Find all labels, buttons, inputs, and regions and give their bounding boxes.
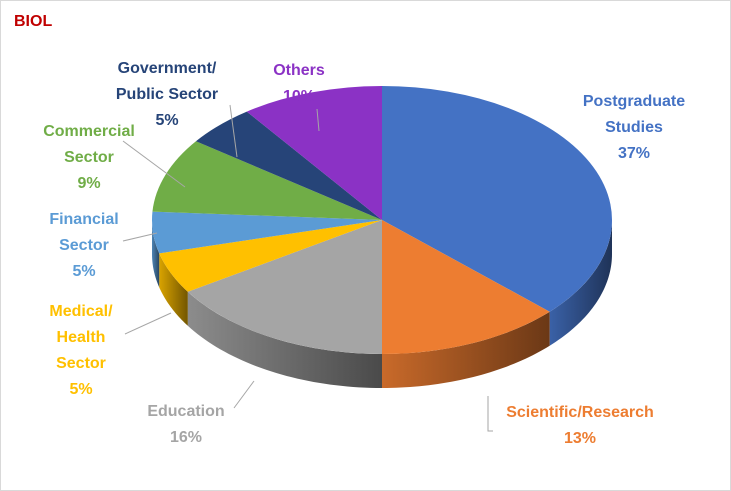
- chart-title: BIOL: [14, 13, 53, 30]
- pie-slice-government-public-sector: [195, 111, 382, 220]
- pie-slice-postgraduate-studies: [382, 86, 612, 312]
- leader-line-medical-health-sector: [124, 312, 172, 335]
- pie-slice-others: [246, 86, 382, 220]
- pie-slice-scientific-research: [382, 220, 550, 354]
- pie-slice-commercial-sector: [152, 141, 382, 220]
- pie-slice-medical-health-sector: [159, 220, 382, 292]
- data-label-medical-health-sector: Sector: [56, 355, 106, 372]
- leader-line-scientific-research: [487, 396, 493, 432]
- leader-line-financial-sector: [122, 232, 158, 242]
- pie-side-postgraduate-studies: [549, 220, 612, 346]
- data-label-postgraduate-studies: Postgraduate: [583, 93, 685, 110]
- data-label-education: Education: [147, 403, 224, 420]
- leader-line-education: [233, 380, 255, 409]
- pie-sides: [152, 220, 612, 388]
- data-label-medical-health-sector: Medical/: [49, 303, 113, 320]
- data-labels: Postgraduate Studies 37% Scientific/Researc…: [43, 60, 685, 447]
- data-label-pct-postgraduate-studies: 37%: [618, 145, 650, 162]
- pie-slice-financial-sector: [151, 211, 382, 254]
- pie-side-medical-health-sector: [159, 253, 188, 326]
- data-label-pct-government-public-sector: 5%: [155, 112, 178, 129]
- data-label-financial-sector: Financial: [49, 211, 118, 228]
- data-label-scientific-research: Scientific/Research: [506, 404, 654, 421]
- pie-slice-education: [187, 220, 382, 354]
- data-label-pct-scientific-research: 13%: [564, 430, 596, 447]
- leader-line-government-public-sector: [229, 104, 238, 158]
- data-label-others: Others: [273, 62, 325, 79]
- pie-side-education: [187, 291, 382, 388]
- leader-lines: [122, 104, 493, 432]
- data-label-commercial-sector: Commercial: [43, 123, 135, 140]
- pie-side-scientific-research: [382, 311, 550, 388]
- leader-line-others: [316, 108, 320, 132]
- data-label-government-public-sector: Public Sector: [116, 86, 218, 103]
- data-label-pct-financial-sector: 5%: [72, 263, 95, 280]
- data-label-commercial-sector: Sector: [64, 149, 114, 166]
- data-label-postgraduate-studies: Studies: [605, 119, 663, 136]
- data-label-pct-medical-health-sector: 5%: [69, 381, 92, 398]
- data-label-pct-commercial-sector: 9%: [77, 175, 100, 192]
- data-label-pct-education: 16%: [170, 429, 202, 446]
- leader-line-commercial-sector: [122, 140, 186, 188]
- data-label-medical-health-sector: Health: [57, 329, 106, 346]
- pie-side-financial-sector: [152, 220, 160, 288]
- data-label-financial-sector: Sector: [59, 237, 109, 254]
- pie-slices: [151, 86, 612, 354]
- data-label-government-public-sector: Government/: [118, 60, 217, 77]
- data-label-pct-others: 10%: [283, 88, 315, 105]
